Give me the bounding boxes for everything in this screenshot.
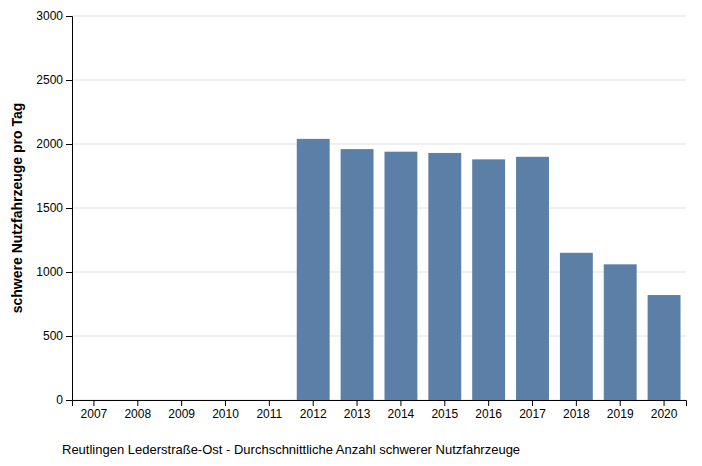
grid-line — [72, 16, 686, 17]
tick-label: 2013 — [344, 407, 371, 421]
plot-area: 2007 2008 2009 2010 2011 2012 2013 2014 2015 2016… — [36, 9, 686, 420]
tick-mark — [664, 400, 665, 406]
tick-label: 2011 — [256, 407, 282, 421]
bar — [648, 295, 681, 400]
tick-mark — [620, 400, 621, 406]
tick-label: 2010 — [212, 407, 239, 421]
grid-line — [72, 80, 686, 81]
grid-line — [72, 272, 686, 273]
bar — [516, 157, 549, 400]
tick: 2020 — [651, 400, 678, 421]
axis-line — [66, 17, 73, 401]
tick: 0 — [56, 393, 72, 407]
tick-label: 2017 — [519, 407, 546, 421]
tick: 500 — [43, 329, 72, 343]
tick: 2009 — [168, 400, 195, 421]
y-axis-title: schwere Nutzfahrzeuge pro Tag — [9, 103, 25, 314]
tick-mark — [357, 400, 358, 406]
bar — [384, 152, 417, 400]
y-axis: 0 500 1000 1500 2000 2500 3000 — [36, 9, 72, 407]
tick: 2010 — [212, 400, 239, 421]
bar — [560, 253, 593, 400]
tick: 2008 — [124, 400, 151, 421]
tick: 2013 — [344, 400, 371, 421]
x-axis: 2007 2008 2009 2010 2011 2012 2013 2014 2015 2016… — [73, 400, 687, 421]
bar — [165, 400, 198, 401]
bar — [428, 153, 461, 400]
bar — [121, 400, 154, 401]
tick-mark — [269, 400, 270, 406]
bar — [253, 400, 286, 401]
bar — [341, 149, 374, 400]
tick-mark — [66, 144, 72, 145]
tick-mark — [576, 400, 577, 406]
tick-mark — [400, 400, 401, 406]
bar — [472, 159, 505, 400]
tick-label: 500 — [43, 329, 63, 343]
tick-label: 2014 — [388, 407, 415, 421]
tick-mark — [66, 16, 72, 17]
tick-mark — [66, 208, 72, 209]
grid-line — [72, 144, 686, 145]
tick-mark — [66, 400, 72, 401]
tick-label: 2015 — [431, 407, 458, 421]
tick: 3000 — [36, 9, 72, 23]
tick-label: 2016 — [475, 407, 502, 421]
tick: 2011 — [256, 400, 282, 421]
tick-label: 2008 — [124, 407, 151, 421]
tick: 2014 — [388, 400, 415, 421]
grid — [72, 16, 686, 400]
tick-mark — [137, 400, 138, 406]
grid-line — [72, 336, 686, 337]
tick-label: 2020 — [651, 407, 678, 421]
bar — [297, 139, 330, 400]
tick-mark — [66, 80, 72, 81]
tick-mark — [66, 272, 72, 273]
bars — [297, 139, 681, 400]
bar — [209, 400, 242, 401]
tick-mark — [532, 400, 533, 406]
title: Reutlingen Lederstraße-Ost - Durchschnit… — [62, 442, 520, 457]
tick-label: 2009 — [168, 407, 195, 421]
tick: 2016 — [475, 400, 502, 421]
tick-mark — [313, 400, 314, 406]
tick: 2018 — [563, 400, 590, 421]
tick-label: 2500 — [36, 73, 63, 87]
tick-mark — [181, 400, 182, 406]
tick-label: 3000 — [36, 9, 63, 23]
tick-mark — [225, 400, 226, 406]
tick-label: 1000 — [36, 265, 63, 279]
tick: 2000 — [36, 137, 72, 151]
tick: 2019 — [607, 400, 634, 421]
tick-label: 2007 — [81, 407, 108, 421]
tick-mark — [66, 336, 72, 337]
axis-line — [73, 401, 687, 407]
tick: 2012 — [300, 400, 327, 421]
grid-line — [72, 208, 686, 209]
bar — [604, 264, 637, 400]
chart: 2007 2008 2009 2010 2011 2012 2013 2014 2015 2016… — [0, 0, 702, 466]
tick: 2017 — [519, 400, 546, 421]
tick-label: 0 — [56, 393, 63, 407]
tick-label: 2012 — [300, 407, 327, 421]
tick: 2007 — [81, 400, 108, 421]
tick: 1500 — [36, 201, 72, 215]
tick: 1000 — [36, 265, 72, 279]
tick-label: 2000 — [36, 137, 63, 151]
tick-label: 2019 — [607, 407, 634, 421]
tick-mark — [488, 400, 489, 406]
tick-label: 2018 — [563, 407, 590, 421]
tick: 2500 — [36, 73, 72, 87]
bar — [77, 400, 110, 401]
tick-mark — [93, 400, 94, 406]
tick-label: 1500 — [36, 201, 63, 215]
tick: 2015 — [431, 400, 458, 421]
tick-mark — [444, 400, 445, 406]
